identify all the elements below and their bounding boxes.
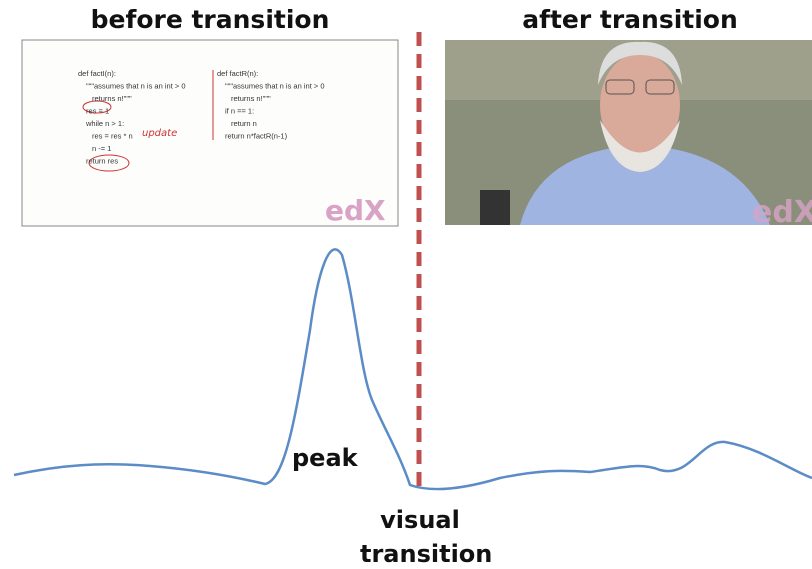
transition-label: visual transition [360, 506, 493, 568]
circle [88, 154, 130, 172]
code-line: """assumes that n is an int > 0 [225, 82, 325, 91]
peak-label: peak [292, 444, 359, 472]
signal-curve [13, 248, 812, 491]
video-frame [445, 40, 812, 225]
code-line: if n == 1: [225, 107, 254, 116]
left-title: before transition [91, 5, 330, 34]
code-line: res = res * n [92, 132, 133, 141]
code-line: return res [86, 157, 118, 166]
slide-frame [21, 39, 399, 227]
circle [82, 100, 112, 114]
code-line: def factI(n): [78, 69, 116, 78]
code-line: """assumes that n is an int > 0 [86, 82, 186, 91]
code-line: while n > 1: [85, 119, 124, 128]
logo: edX [752, 195, 812, 230]
code-line: res = 1 [86, 107, 109, 116]
code-line: returns n!""" [92, 94, 132, 103]
logo: edX [325, 194, 386, 227]
right-title: after transition [522, 5, 738, 34]
code-line: n -= 1 [92, 144, 111, 153]
code-line: def factR(n): [217, 69, 258, 78]
code-line: returns n!""" [231, 94, 271, 103]
annotation: update [142, 128, 177, 139]
code-line: return n*factR(n-1) [225, 132, 288, 141]
code-line: return n [231, 119, 257, 128]
